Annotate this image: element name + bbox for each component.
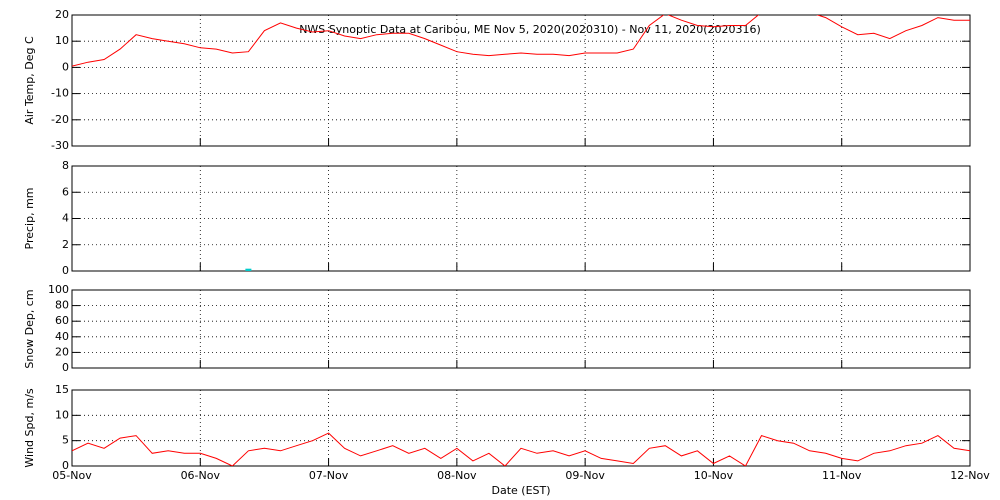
y-tick-label: 8 [62, 159, 69, 172]
y-tick-label: 5 [62, 434, 69, 447]
y-tick-label: 4 [62, 212, 69, 225]
plot-area [72, 15, 970, 67]
y-tick-label: -20 [51, 113, 69, 126]
x-tick-label: 05-Nov [52, 469, 92, 482]
y-tick-label: 0 [62, 459, 69, 472]
y-tick-label: 100 [48, 283, 69, 296]
y-tick-label: 0 [62, 264, 69, 277]
plot-area [72, 432, 970, 466]
x-tick-label: 07-Nov [309, 469, 349, 482]
y-tick-label: 10 [55, 34, 69, 47]
y-tick-label: 0 [62, 60, 69, 73]
plot-frame [71, 389, 971, 467]
chart-title: NWS Synoptic Data at Caribou, ME Nov 5, … [299, 23, 761, 36]
y-tick-label: 40 [55, 330, 69, 343]
x-tick-label: 09-Nov [565, 469, 605, 482]
y-tick-label: -30 [51, 139, 69, 152]
y-tick-label: 0 [62, 361, 69, 374]
y-tick-label: 80 [55, 299, 69, 312]
y-tick-label: 6 [62, 185, 69, 198]
y-tick-label: 2 [62, 238, 69, 251]
y-tick-label: 60 [55, 314, 69, 327]
bar [245, 268, 252, 271]
data-line [72, 432, 970, 466]
x-tick-label: 08-Nov [437, 469, 477, 482]
y-axis-label: Wind Spd, m/s [23, 388, 36, 468]
y-axis-label: Snow Dep, cm [23, 289, 36, 368]
x-tick-label: 06-Nov [181, 469, 221, 482]
plot-frame [71, 289, 971, 369]
x-tick-label: 12-Nov [950, 469, 990, 482]
x-tick-label: 11-Nov [822, 469, 862, 482]
y-tick-label: 10 [55, 408, 69, 421]
y-axis-label: Air Temp, Deg C [23, 36, 36, 125]
data-line [72, 15, 970, 67]
y-tick-label: -10 [51, 87, 69, 100]
y-tick-label: 20 [55, 8, 69, 21]
plot-frame [71, 14, 971, 147]
x-tick-label: 10-Nov [694, 469, 734, 482]
y-tick-label: 20 [55, 345, 69, 358]
x-axis-label: Date (EST) [491, 484, 550, 497]
y-tick-label: 15 [55, 383, 69, 396]
y-axis-label: Precip, mm [23, 188, 36, 250]
plot-area [245, 268, 252, 271]
